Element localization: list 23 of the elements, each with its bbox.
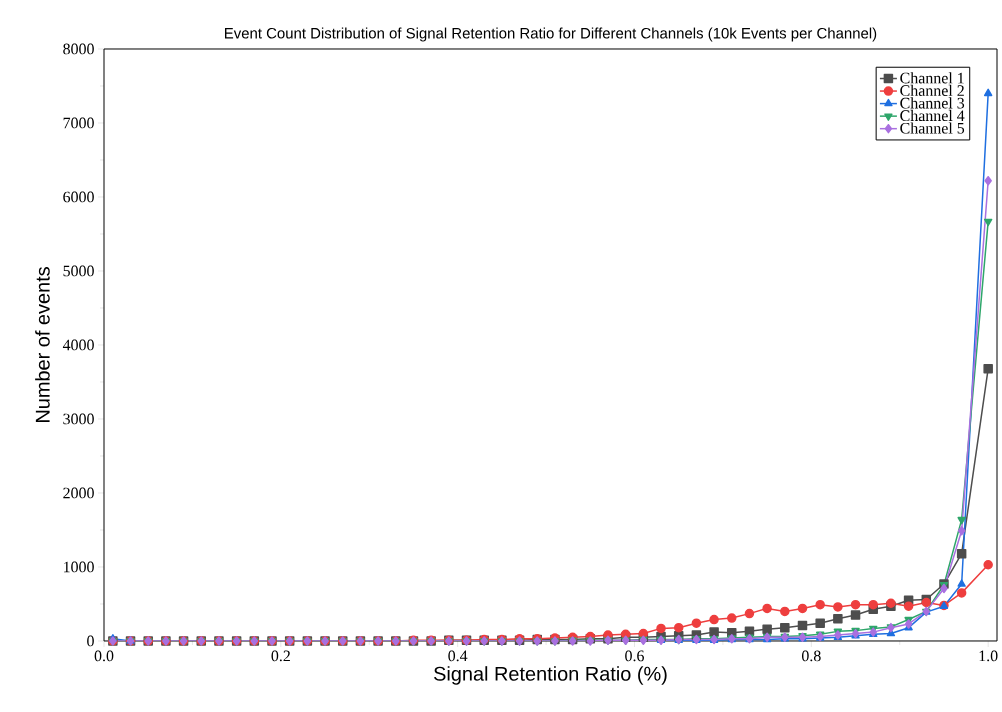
x-tick-label: 0.4 (448, 650, 468, 662)
y-tick-label: 6000 (63, 191, 94, 203)
x-axis-title: Signal Retention Ratio (%) (434, 666, 667, 685)
y-tick-label: 1000 (64, 561, 94, 573)
y-tick-label: 7000 (63, 117, 94, 129)
x-tick-label: 0.0 (94, 650, 114, 662)
x-tick-label: 0.6 (625, 650, 644, 662)
y-tick-label: 2000 (63, 487, 94, 499)
legend-label: Channel 2 (900, 84, 964, 96)
x-tick-label: 0.2 (271, 650, 290, 662)
y-tick-label: 4000 (62, 339, 94, 351)
y-tick-label: 0 (87, 635, 94, 647)
y-tick-label: 8000 (63, 43, 94, 55)
y-tick-label: 3000 (63, 413, 94, 425)
legend-label: Channel 5 (900, 122, 965, 134)
y-tick-label: 5000 (63, 265, 94, 277)
x-tick-label: 0.8 (801, 650, 821, 662)
chart-title: Event Count Distribution of Signal Retention Ratio for Different Channels (10k Events per Channel) (225, 27, 877, 42)
legend-label: Channel 3 (900, 97, 965, 109)
legend-label: Channel 4 (900, 109, 965, 122)
legend-label: Channel 1 (900, 72, 964, 84)
x-tick-label: 1.0 (979, 650, 998, 662)
y-axis-title: Number of events (35, 267, 50, 422)
